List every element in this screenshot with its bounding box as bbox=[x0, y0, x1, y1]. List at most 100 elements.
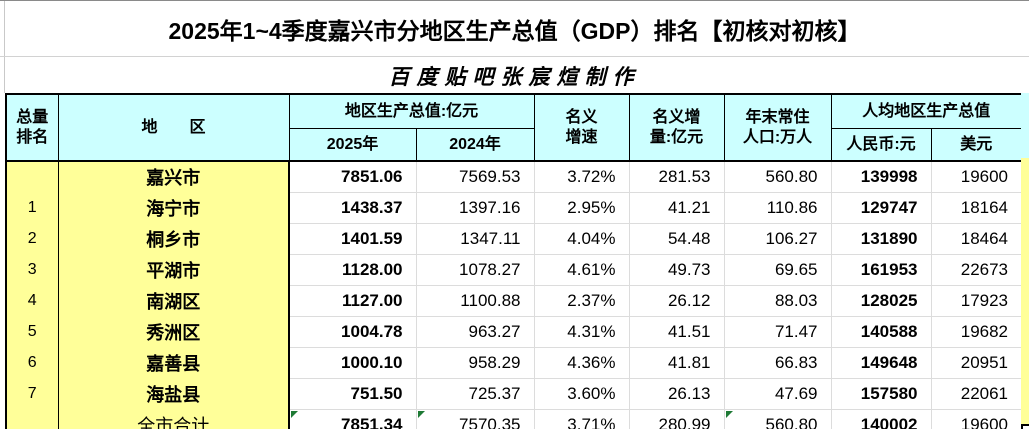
cell-population[interactable]: 560.80 bbox=[723, 409, 831, 429]
cell-increment[interactable]: 41.81 bbox=[628, 347, 724, 379]
gridline bbox=[4, 1, 5, 93]
table-row-total: 全市合计 7851.34 7570.35 3.71% 280.99 560.80… bbox=[6, 409, 1023, 429]
cell-growth[interactable]: 4.04% bbox=[533, 223, 629, 255]
cell-gdp-2024[interactable]: 7569.53 bbox=[415, 160, 534, 193]
cell-gdp-2025[interactable]: 7851.06 bbox=[289, 160, 416, 193]
cell-percap-rmb[interactable]: 157580 bbox=[830, 378, 931, 410]
cell-region[interactable]: 平湖市 bbox=[58, 254, 290, 286]
cell-growth[interactable]: 3.72% bbox=[533, 160, 629, 193]
header-2024[interactable]: 2024年 bbox=[415, 128, 535, 162]
cell-gdp-2024[interactable]: 1347.11 bbox=[415, 223, 534, 255]
header-population-line1: 年末常住 bbox=[745, 108, 810, 126]
cell-increment[interactable]: 49.73 bbox=[628, 254, 724, 286]
table-row: 1 海宁市 1438.37 1397.16 2.95% 41.21 110.86… bbox=[6, 192, 1023, 224]
cell-gdp-2025[interactable]: 1401.59 bbox=[289, 223, 416, 255]
cell-population[interactable]: 66.83 bbox=[723, 347, 831, 379]
cell-region[interactable]: 海宁市 bbox=[58, 192, 290, 224]
cell-increment[interactable]: 26.13 bbox=[628, 378, 724, 410]
header-growth[interactable]: 名义 增速 bbox=[533, 93, 630, 162]
cell-percap-usd[interactable]: 18464 bbox=[930, 223, 1023, 255]
header-percap-group[interactable]: 人均地区生产总值 bbox=[830, 93, 1023, 129]
cell-percap-rmb[interactable]: 139998 bbox=[830, 160, 931, 193]
cell-increment[interactable]: 41.21 bbox=[628, 192, 724, 224]
cell-gdp-2025[interactable]: 1004.78 bbox=[289, 316, 416, 348]
cell-region[interactable]: 嘉兴市 bbox=[58, 161, 290, 193]
cell-increment[interactable]: 281.53 bbox=[628, 160, 724, 193]
cell-increment[interactable]: 26.12 bbox=[628, 285, 724, 317]
cell-population[interactable]: 560.80 bbox=[723, 160, 831, 193]
cell-rank[interactable]: 4 bbox=[6, 285, 59, 317]
cell-rank[interactable] bbox=[6, 409, 59, 429]
cell-gdp-2024[interactable]: 963.27 bbox=[415, 316, 534, 348]
cell-percap-rmb[interactable]: 129747 bbox=[830, 192, 931, 224]
cell-gdp-2025[interactable]: 751.50 bbox=[289, 378, 416, 410]
cell-region[interactable]: 海盐县 bbox=[58, 378, 290, 410]
cell-gdp-2024[interactable]: 958.29 bbox=[415, 347, 534, 379]
cell-percap-usd[interactable]: 20951 bbox=[930, 347, 1023, 379]
cell-population[interactable]: 69.65 bbox=[723, 254, 831, 286]
cell-gdp-2024[interactable]: 725.37 bbox=[415, 378, 534, 410]
cell-percap-usd[interactable]: 19600 bbox=[930, 160, 1023, 193]
cell-rank[interactable]: 1 bbox=[6, 192, 59, 224]
header-rank[interactable]: 总量 排名 bbox=[5, 93, 59, 162]
cell-percap-rmb[interactable]: 131890 bbox=[830, 223, 931, 255]
cell-population[interactable]: 47.69 bbox=[723, 378, 831, 410]
cell-percap-rmb[interactable]: 149648 bbox=[830, 347, 931, 379]
cell-growth[interactable]: 4.31% bbox=[533, 316, 629, 348]
cell-gdp-2025[interactable]: 1128.00 bbox=[289, 254, 416, 286]
header-gdp-group[interactable]: 地区生产总值:亿元 bbox=[288, 93, 535, 129]
cell-rank[interactable]: 3 bbox=[6, 254, 59, 286]
cell-increment[interactable]: 41.51 bbox=[628, 316, 724, 348]
cell-rank[interactable]: 5 bbox=[6, 316, 59, 348]
cell-increment[interactable]: 54.48 bbox=[628, 223, 724, 255]
cell-region[interactable]: 南湖区 bbox=[58, 285, 290, 317]
cell-gdp-2025[interactable]: 7851.34 bbox=[289, 409, 416, 429]
cell-gdp-2024[interactable]: 1100.88 bbox=[415, 285, 534, 317]
header-region[interactable]: 地 区 bbox=[57, 93, 290, 162]
cell-increment[interactable]: 280.99 bbox=[628, 409, 724, 429]
header-increment[interactable]: 名义增 量:亿元 bbox=[628, 93, 725, 162]
cell-percap-rmb[interactable]: 128025 bbox=[830, 285, 931, 317]
table-row: 2 桐乡市 1401.59 1347.11 4.04% 54.48 106.27… bbox=[6, 223, 1023, 255]
cell-growth[interactable]: 2.37% bbox=[533, 285, 629, 317]
header-growth-line1: 名义 bbox=[565, 108, 598, 126]
cell-gdp-2025[interactable]: 1127.00 bbox=[289, 285, 416, 317]
cell-percap-usd[interactable]: 22061 bbox=[930, 378, 1023, 410]
cell-percap-usd[interactable]: 17923 bbox=[930, 285, 1023, 317]
cell-population[interactable]: 88.03 bbox=[723, 285, 831, 317]
cell-rank[interactable]: 6 bbox=[6, 347, 59, 379]
header-increment-line1: 名义增 bbox=[652, 108, 701, 126]
cell-gdp-2025[interactable]: 1438.37 bbox=[289, 192, 416, 224]
cell-rank[interactable]: 2 bbox=[6, 223, 59, 255]
cell-gdp-2024[interactable]: 1078.27 bbox=[415, 254, 534, 286]
cell-region[interactable]: 全市合计 bbox=[58, 409, 290, 429]
header-percap-usd[interactable]: 美元 bbox=[930, 128, 1023, 162]
cell-percap-rmb[interactable]: 140002 bbox=[830, 409, 931, 429]
cell-region[interactable]: 桐乡市 bbox=[58, 223, 290, 255]
cell-percap-usd[interactable]: 18164 bbox=[930, 192, 1023, 224]
cell-rank[interactable] bbox=[6, 161, 59, 193]
header-percap-rmb[interactable]: 人民币:元 bbox=[830, 128, 932, 162]
cell-population[interactable]: 71.47 bbox=[723, 316, 831, 348]
cell-population[interactable]: 110.86 bbox=[723, 192, 831, 224]
header-population[interactable]: 年末常住 人口:万人 bbox=[723, 93, 832, 162]
cell-growth[interactable]: 2.95% bbox=[533, 192, 629, 224]
cell-percap-usd[interactable]: 19682 bbox=[930, 316, 1023, 348]
cell-population[interactable]: 106.27 bbox=[723, 223, 831, 255]
cell-region[interactable]: 嘉善县 bbox=[58, 347, 290, 379]
header-2025[interactable]: 2025年 bbox=[288, 128, 417, 162]
cell-percap-usd[interactable]: 19600 bbox=[930, 409, 1023, 429]
cell-percap-rmb[interactable]: 161953 bbox=[830, 254, 931, 286]
cell-growth[interactable]: 4.61% bbox=[533, 254, 629, 286]
cell-growth[interactable]: 4.36% bbox=[533, 347, 629, 379]
cell-rank[interactable]: 7 bbox=[6, 378, 59, 410]
cell-gdp-2024[interactable]: 7570.35 bbox=[415, 409, 534, 429]
cell-growth[interactable]: 3.60% bbox=[533, 378, 629, 410]
cell-region[interactable]: 秀洲区 bbox=[58, 316, 290, 348]
cell-percap-usd[interactable]: 22673 bbox=[930, 254, 1023, 286]
cell-gdp-2024[interactable]: 1397.16 bbox=[415, 192, 534, 224]
cell-growth[interactable]: 3.71% bbox=[533, 409, 629, 429]
cell-value: 560.80 bbox=[765, 415, 818, 429]
cell-gdp-2025[interactable]: 1000.10 bbox=[289, 347, 416, 379]
cell-percap-rmb[interactable]: 140588 bbox=[830, 316, 931, 348]
